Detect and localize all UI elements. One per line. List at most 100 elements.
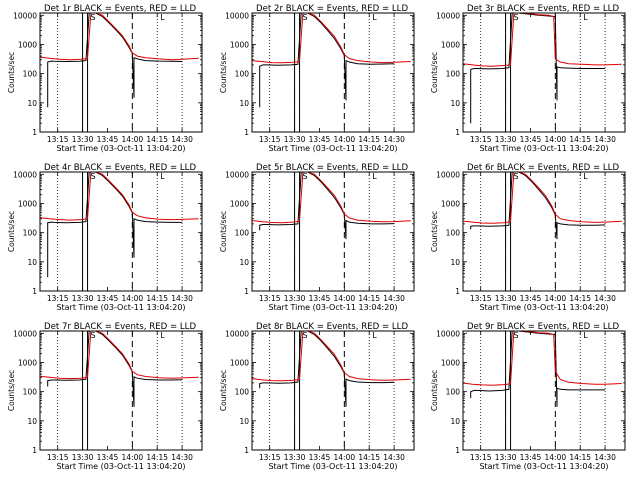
x-axis-label: Start Time (03-Oct-11 13:04:20) <box>268 303 397 312</box>
y-tick-label: 1000 <box>441 199 460 208</box>
y-axis: 1 10 100 1000 10000 <box>436 170 625 296</box>
x-axis: 13:15 13:30 13:45 14:00 14:15 14:30 <box>47 172 193 303</box>
series-group <box>252 13 411 108</box>
series-group <box>40 331 199 407</box>
lld-series-line <box>40 331 199 380</box>
events-series-line <box>47 172 183 278</box>
annotation-l: L <box>160 13 165 22</box>
y-axis-label: Counts/sec <box>430 370 439 411</box>
events-series-line <box>259 13 395 108</box>
y-tick-label: 1 <box>244 287 249 296</box>
x-axis-label: Start Time (03-Oct-11 13:04:20) <box>268 144 397 153</box>
annotation-s: S <box>91 331 96 340</box>
y-axis-label: Counts/sec <box>219 211 228 252</box>
events-series-line <box>259 331 395 407</box>
y-axis-label: Counts/sec <box>219 52 228 93</box>
x-axis-label: Start Time (03-Oct-11 13:04:20) <box>56 144 185 153</box>
y-tick-label: 10 <box>27 417 37 426</box>
x-tick-label: 14:00 <box>334 453 356 462</box>
x-tick-label: 13:30 <box>72 453 94 462</box>
y-tick-label: 10000 <box>225 11 249 20</box>
x-axis: 13:15 13:30 13:45 14:00 14:15 14:30 <box>47 331 193 462</box>
x-axis: 13:15 13:30 13:45 14:00 14:15 14:30 <box>47 13 193 144</box>
plot-frame <box>251 12 415 133</box>
x-tick-label: 13:45 <box>520 453 542 462</box>
y-tick-label: 1 <box>244 128 249 137</box>
x-tick-label: 14:15 <box>569 294 591 303</box>
series-group <box>463 331 622 407</box>
x-axis-label: Start Time (03-Oct-11 13:04:20) <box>56 462 185 471</box>
y-tick-label: 10 <box>239 417 249 426</box>
reference-lines <box>269 13 395 132</box>
x-tick-label: 13:45 <box>309 135 331 144</box>
y-tick-label: 10000 <box>225 329 249 338</box>
plot-frame <box>462 330 626 451</box>
x-tick-label: 13:30 <box>72 135 94 144</box>
x-axis: 13:15 13:30 13:45 14:00 14:15 14:30 <box>470 13 616 144</box>
chart-title: Det 6r BLACK = Events, RED = LLD <box>467 163 619 173</box>
annotation-l: L <box>372 172 377 181</box>
reference-lines <box>57 172 183 291</box>
plot-frame <box>251 171 415 292</box>
y-tick-label: 100 <box>23 70 38 79</box>
chart-title: Det 5r BLACK = Events, RED = LLD <box>256 163 408 173</box>
y-tick-label: 100 <box>23 229 38 238</box>
x-tick-label: 14:00 <box>545 135 567 144</box>
y-tick-label: 1 <box>455 287 460 296</box>
x-tick-label: 14:30 <box>594 294 616 303</box>
y-axis-label: Counts/sec <box>430 52 439 93</box>
series-group <box>40 172 199 278</box>
series-group <box>463 172 622 240</box>
x-tick-label: 13:30 <box>284 135 306 144</box>
chart-title: Det 8r BLACK = Events, RED = LLD <box>256 322 408 332</box>
chart-title: Det 4r BLACK = Events, RED = LLD <box>44 163 196 173</box>
x-axis: 13:15 13:30 13:45 14:00 14:15 14:30 <box>470 172 616 303</box>
x-tick-label: 13:15 <box>47 294 69 303</box>
x-tick-label: 13:15 <box>259 453 281 462</box>
x-tick-label: 13:30 <box>284 294 306 303</box>
x-tick-label: 13:45 <box>520 294 542 303</box>
x-tick-label: 13:15 <box>470 453 492 462</box>
reference-lines <box>57 331 183 450</box>
x-tick-label: 13:15 <box>470 294 492 303</box>
y-axis-label: Counts/sec <box>430 211 439 252</box>
x-tick-label: 13:30 <box>495 135 517 144</box>
y-axis: 1 10 100 1000 10000 <box>225 11 414 137</box>
y-tick-label: 100 <box>235 229 250 238</box>
y-axis-label: Counts/sec <box>7 211 16 252</box>
x-axis-label: Start Time (03-Oct-11 13:04:20) <box>479 462 608 471</box>
annotation-l: L <box>160 331 165 340</box>
y-axis: 1 10 100 1000 10000 <box>13 11 202 137</box>
y-axis-label: Counts/sec <box>219 370 228 411</box>
y-tick-label: 10000 <box>13 11 37 20</box>
annotation-l: L <box>160 172 165 181</box>
y-tick-label: 1 <box>244 446 249 455</box>
annotation-s: S <box>514 331 519 340</box>
y-tick-label: 1000 <box>441 358 460 367</box>
plot-frame <box>462 171 626 292</box>
annotation-s: S <box>91 13 96 22</box>
y-tick-label: 10000 <box>13 170 37 179</box>
y-tick-label: 1000 <box>230 199 249 208</box>
annotation-l: L <box>583 172 588 181</box>
x-tick-label: 13:45 <box>97 453 119 462</box>
x-axis: 13:15 13:30 13:45 14:00 14:15 14:30 <box>259 13 405 144</box>
series-group <box>463 13 622 124</box>
lld-series-line <box>252 331 411 382</box>
chart-title: Det 3r BLACK = Events, RED = LLD <box>467 4 619 14</box>
x-tick-label: 14:15 <box>569 135 591 144</box>
events-series-line <box>470 13 606 124</box>
x-tick-label: 14:00 <box>545 294 567 303</box>
reference-lines <box>269 172 395 291</box>
y-tick-label: 10000 <box>225 170 249 179</box>
lld-series-line <box>463 331 622 386</box>
x-axis: 13:15 13:30 13:45 14:00 14:15 14:30 <box>259 331 405 462</box>
annotation-s: S <box>303 13 308 22</box>
x-tick-label: 14:15 <box>358 135 380 144</box>
y-axis: 1 10 100 1000 10000 <box>436 329 625 455</box>
lld-series-line <box>40 172 199 221</box>
x-tick-label: 14:00 <box>122 453 144 462</box>
x-axis-label: Start Time (03-Oct-11 13:04:20) <box>56 303 185 312</box>
